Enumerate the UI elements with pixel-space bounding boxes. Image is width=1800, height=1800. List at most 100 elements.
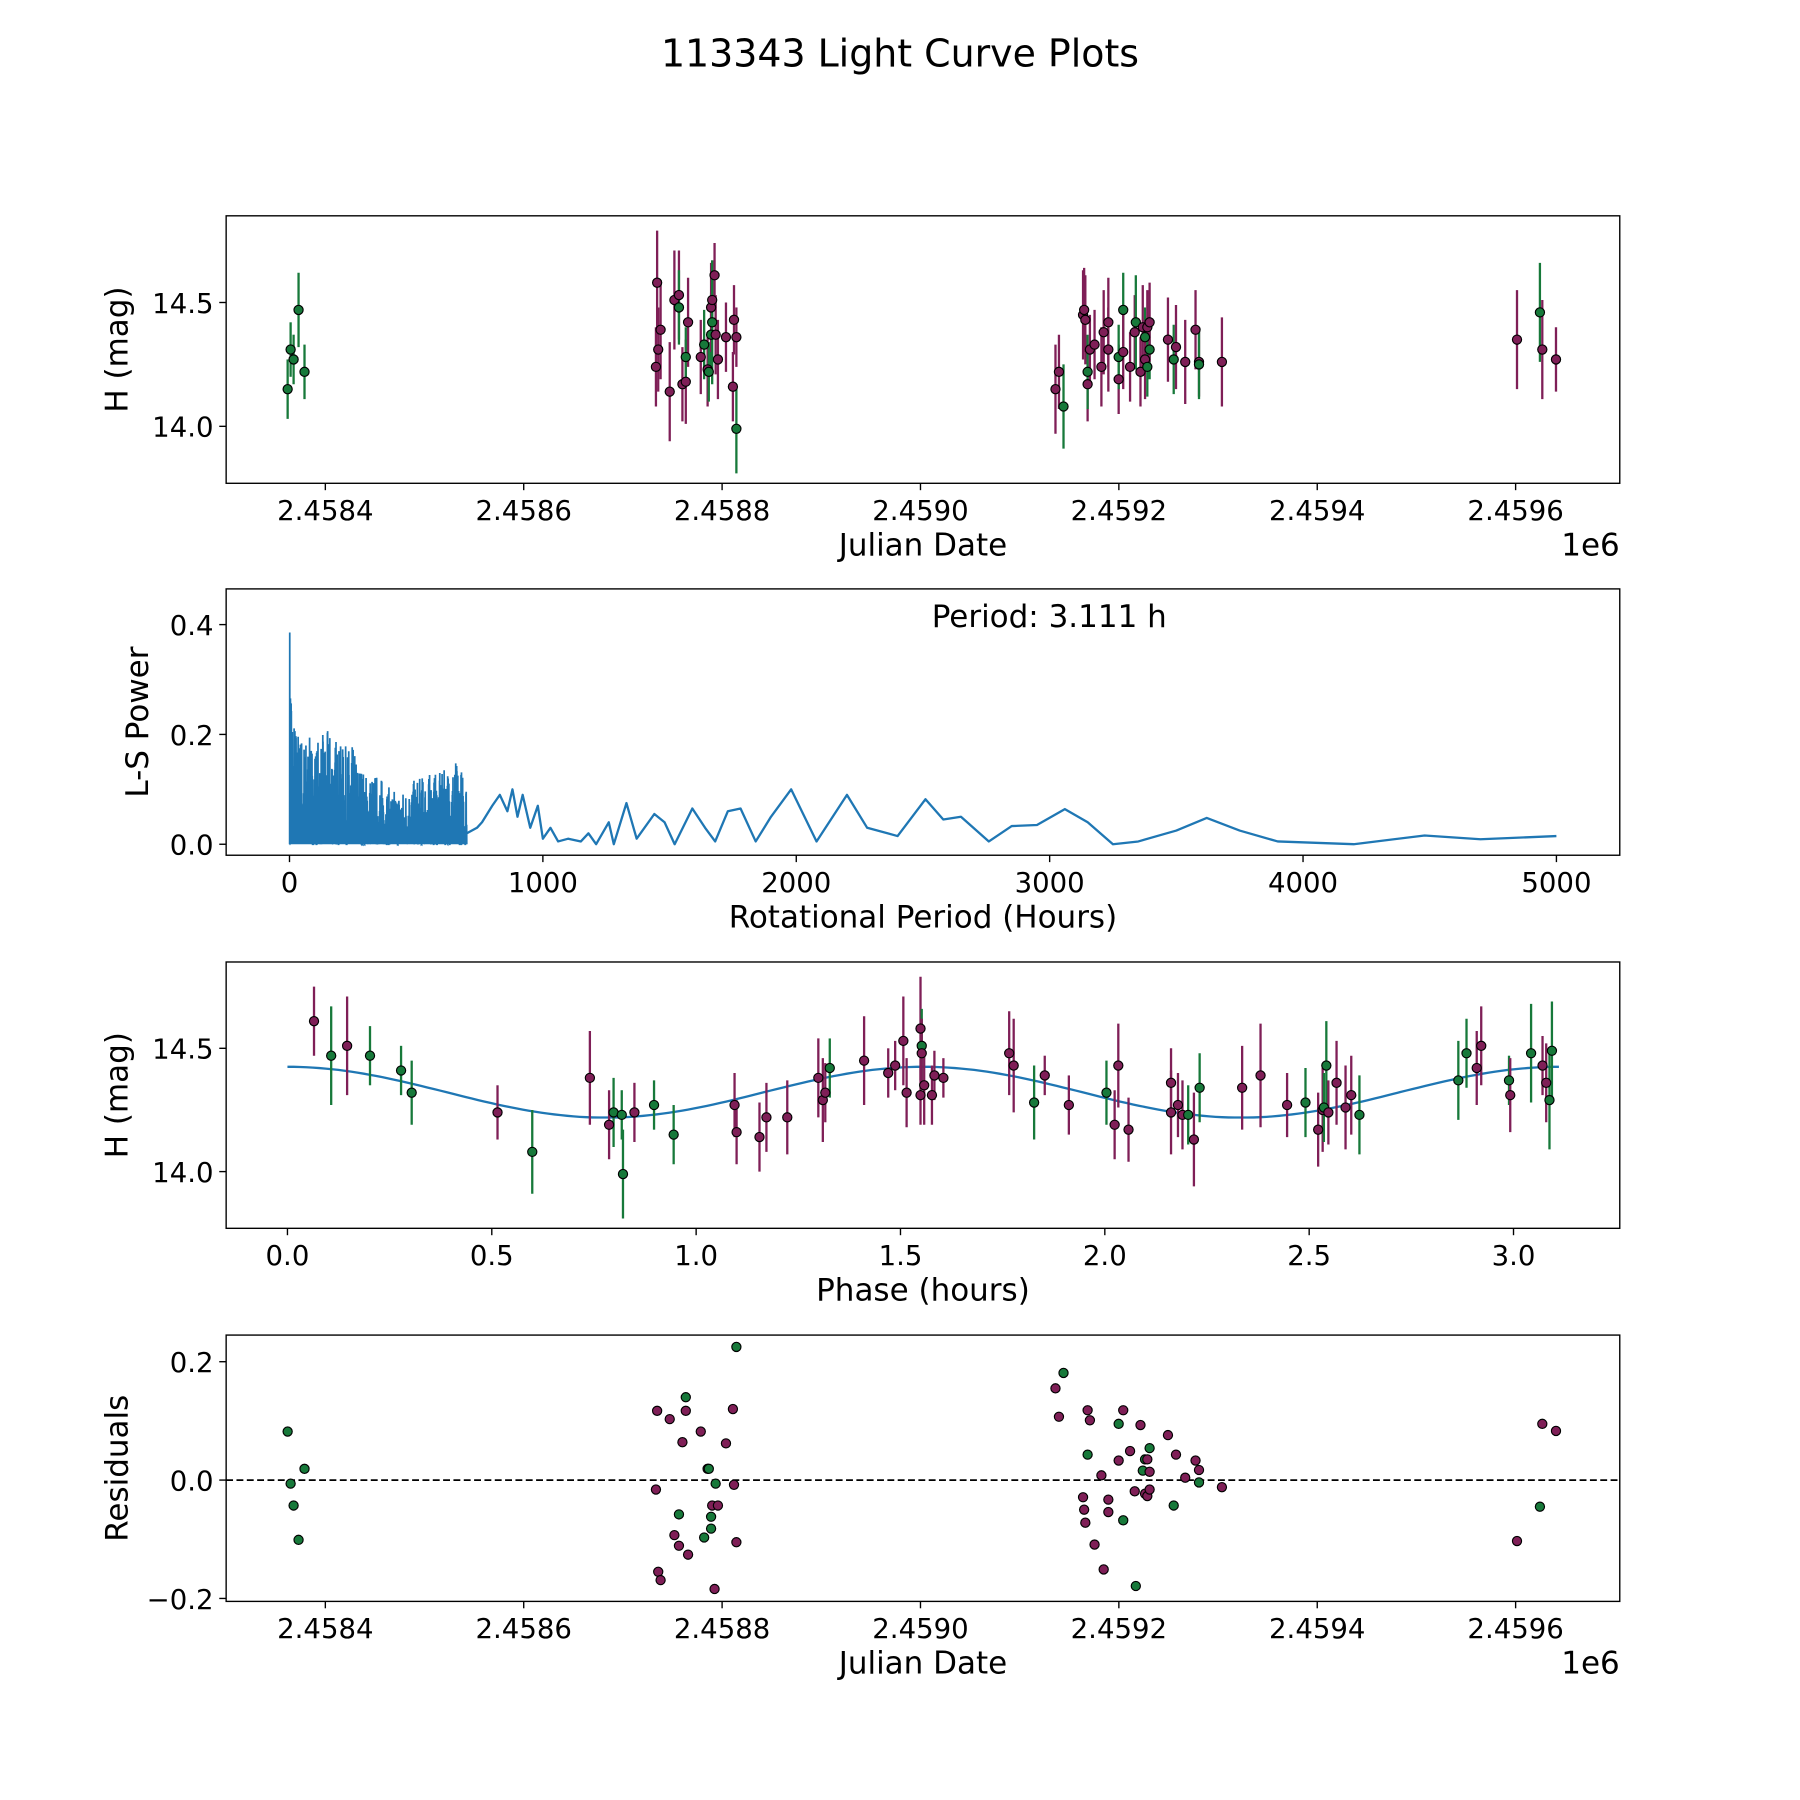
data-point [1058,401,1069,412]
data-point [668,1129,679,1140]
x-tick-label: 0.5 [470,1240,514,1272]
data-point [1550,1425,1562,1437]
data-point [1331,1077,1342,1088]
y-tick-label: 14.0 [152,1157,213,1189]
data-point [1544,1094,1555,1106]
data-point [282,1426,293,1437]
data-point [824,1062,835,1074]
data-point [1101,1087,1112,1098]
data-point [527,1146,538,1158]
data-point [673,1540,685,1551]
data-point [1129,1486,1140,1497]
data-point [1124,361,1136,373]
data-point [1113,374,1124,385]
data-point [1039,1070,1050,1081]
data-point [728,314,740,326]
data-point [680,351,691,363]
data-point [651,277,663,288]
y-axis-label: H (mag) [99,1032,135,1158]
data-point [653,344,664,355]
data-point [682,317,694,328]
data-point [712,354,724,365]
data-point [1188,1134,1200,1145]
data-point [1281,1099,1293,1111]
data-point [1323,1107,1334,1118]
data-point [729,1099,740,1111]
data-point [1124,1445,1136,1457]
data-point [673,289,685,301]
data-point [1546,1045,1558,1056]
data-point [677,1437,688,1448]
x-axis-label: Phase (hours) [816,1273,1030,1309]
data-point [1537,1060,1548,1071]
data-point [1144,1466,1155,1477]
data-point [703,366,714,378]
data-point [695,351,706,363]
y-tick-label: −0.2 [147,1584,214,1616]
data-point [710,329,721,340]
x-tick-label: 1000 [508,867,578,899]
data-point [1194,1082,1205,1093]
data-point [1103,1494,1114,1505]
data-point [1537,1418,1548,1430]
data-point [1004,1048,1015,1059]
data-point [1180,356,1191,368]
data-point [1461,1048,1472,1059]
data-point [707,317,718,328]
data-point [1511,1535,1523,1547]
data-point [712,1500,724,1511]
data-point [1129,327,1140,338]
data-point [650,1484,662,1495]
data-point [1089,1539,1100,1550]
data-point [1063,1099,1075,1111]
data-point [680,376,691,387]
data-point [1118,304,1129,316]
data-point [603,1119,615,1130]
data-point [1541,1077,1552,1088]
x-tick-label: 2.4584 [277,1613,373,1645]
y-tick-label: 14.5 [152,288,213,320]
data-point [1354,1109,1365,1121]
data-point [731,1341,742,1353]
data-point [705,1511,717,1522]
x-offset-label: 1e6 [1561,528,1619,564]
data-point [326,1050,337,1061]
data-point [1144,317,1155,328]
y-tick-label: 0.0 [170,1465,214,1497]
x-axis-label: Julian Date [837,1646,1008,1682]
axes-frame [225,1334,1621,1603]
x-tick-label: 2.4590 [872,1613,968,1645]
plot-area [226,1341,1620,1595]
data-point [648,1099,660,1111]
residuals-panel: 2.4584 2.4586 2.4588 2.4590 2.4592 2.4594 2.45… [99,1334,1621,1682]
y-tick-label: 0.4 [170,610,214,642]
data-point [650,361,662,373]
data-point [1193,359,1205,370]
y-tick-label: 0.2 [170,1347,214,1379]
data-point [1103,344,1114,355]
data-point [341,1040,353,1051]
data-point [1058,1367,1069,1379]
data-point [1142,361,1153,373]
data-point [282,384,293,395]
data-point [1471,1062,1482,1074]
data-point [1098,327,1109,338]
data-point [915,1023,926,1034]
data-point [731,1126,742,1138]
data-point [1170,1449,1182,1460]
data-point [1505,1089,1516,1101]
data-point [1118,346,1129,358]
data-point [709,1583,720,1595]
period-annotation: Period: 3.111 h [932,599,1167,635]
data-point [1123,1124,1134,1135]
data-point [673,1509,685,1520]
x-axis-label: Julian Date [837,528,1008,564]
x-tick-label: 1.0 [674,1240,718,1272]
data-point [1144,1484,1155,1495]
data-point [754,1131,765,1143]
data-point [1135,1419,1146,1431]
data-point [1453,1075,1464,1086]
x-tick-label: 2.4588 [674,1613,770,1645]
data-point [1118,1405,1129,1416]
data-point [285,1478,296,1489]
